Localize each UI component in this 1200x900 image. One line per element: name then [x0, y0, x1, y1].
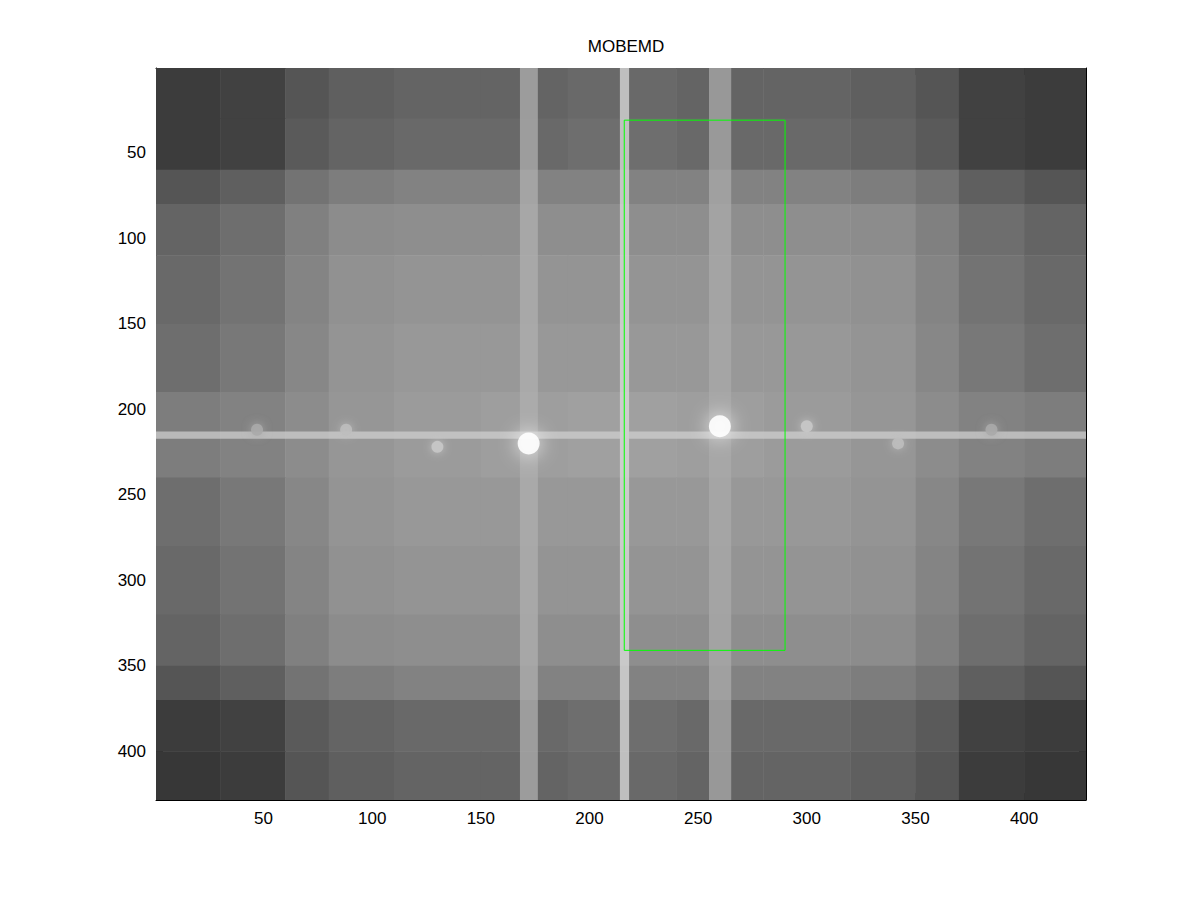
svg-text:350: 350 — [118, 656, 146, 675]
svg-text:50: 50 — [127, 143, 146, 162]
svg-text:300: 300 — [793, 809, 821, 828]
svg-text:150: 150 — [118, 314, 146, 333]
svg-text:150: 150 — [467, 809, 495, 828]
svg-text:100: 100 — [118, 229, 146, 248]
svg-text:100: 100 — [358, 809, 386, 828]
svg-text:400: 400 — [118, 742, 146, 761]
svg-text:200: 200 — [575, 809, 603, 828]
svg-text:MOBEMD: MOBEMD — [588, 37, 665, 56]
svg-text:250: 250 — [684, 809, 712, 828]
svg-text:50: 50 — [254, 809, 273, 828]
svg-text:250: 250 — [118, 485, 146, 504]
svg-text:300: 300 — [118, 571, 146, 590]
svg-text:400: 400 — [1010, 809, 1038, 828]
svg-text:200: 200 — [118, 400, 146, 419]
svg-text:350: 350 — [901, 809, 929, 828]
